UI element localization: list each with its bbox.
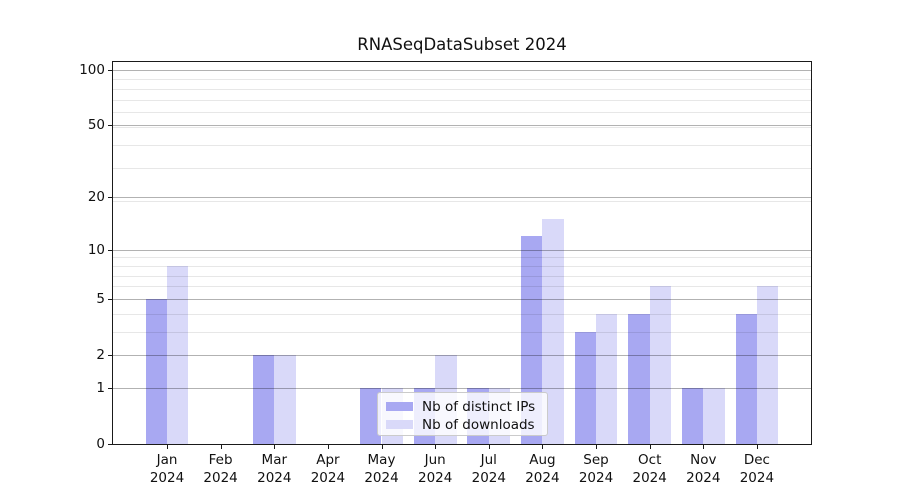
x-tick-label: Jan 2024	[135, 452, 199, 487]
bar-distinct-ips-oct	[628, 313, 650, 444]
gridline-minor	[113, 331, 811, 333]
bar-downloads-sep	[596, 313, 618, 444]
bar-distinct-ips-nov	[681, 388, 704, 444]
x-tick-label-year: 2024	[686, 469, 721, 486]
x-tick-mark	[542, 445, 544, 449]
x-tick-label-year: 2024	[418, 469, 453, 486]
gridline-major	[113, 355, 811, 357]
x-tick-label-year: 2024	[525, 469, 560, 486]
bar-distinct-ips-mar	[252, 355, 275, 444]
y-tick-mark	[108, 388, 112, 389]
x-tick-label-year: 2024	[310, 469, 346, 486]
x-tick-label: Jul 2024	[457, 452, 521, 487]
plot-area: Nb of distinct IPs Nb of downloads	[113, 62, 811, 444]
x-tick-label-year: 2024	[632, 469, 667, 486]
gridline-minor	[113, 126, 811, 128]
gridline-minor	[113, 201, 811, 203]
bar-downloads-oct	[649, 286, 672, 444]
x-tick-label: Apr 2024	[296, 452, 360, 487]
gridline-minor	[113, 275, 811, 277]
x-tick-label-year: 2024	[203, 469, 238, 486]
x-tick-label: Jun 2024	[403, 452, 467, 487]
gridline-minor	[113, 286, 811, 288]
y-tick-label: 50	[87, 117, 105, 134]
x-tick-label: Dec 2024	[725, 452, 789, 487]
x-tick-label: May 2024	[350, 452, 414, 487]
y-tick-mark	[108, 249, 112, 251]
x-tick-label: Oct 2024	[618, 452, 682, 487]
gridline-major	[113, 125, 811, 127]
x-tick-mark	[488, 445, 490, 449]
gridline-minor	[113, 112, 811, 113]
legend-swatch-icon	[386, 420, 413, 429]
legend-item-label: Nb of distinct IPs	[422, 398, 536, 415]
gridline-major	[113, 69, 811, 71]
gridline-minor	[113, 257, 811, 259]
x-tick-label: Nov 2024	[671, 452, 735, 487]
y-tick-label: 1	[96, 380, 105, 396]
gridline-major	[113, 388, 811, 389]
gridline-minor	[113, 313, 811, 315]
x-tick-label: Mar 2024	[242, 452, 306, 487]
gridline-minor	[113, 144, 811, 146]
y-tick-label: 100	[79, 61, 105, 78]
gridline-minor	[113, 266, 811, 267]
y-tick-mark	[108, 444, 112, 446]
gridline-minor	[113, 79, 811, 81]
x-tick-mark	[756, 445, 758, 449]
x-tick-mark	[167, 445, 168, 449]
chart-title: RNASeqDataSubset 2024	[357, 35, 567, 54]
y-tick-mark	[108, 298, 112, 300]
legend-swatch-icon	[386, 402, 413, 411]
y-tick-mark	[108, 355, 112, 357]
y-tick-label: 2	[96, 347, 105, 364]
gridline-minor	[113, 88, 811, 90]
bar-downloads-dec	[756, 286, 779, 444]
gridline-major	[113, 298, 811, 300]
x-tick-mark	[274, 445, 276, 449]
x-tick-label-year: 2024	[471, 469, 506, 486]
gridline-major	[113, 197, 811, 199]
gridline-major	[113, 249, 811, 251]
x-tick-mark	[703, 445, 705, 449]
x-tick-label: Sep 2024	[564, 452, 628, 487]
y-tick-label: 0	[96, 436, 105, 453]
bar-distinct-ips-sep	[574, 331, 596, 444]
y-tick-mark	[108, 125, 112, 127]
x-tick-mark	[435, 445, 437, 449]
bar-downloads-mar	[274, 355, 296, 444]
bar-distinct-ips-jan	[145, 298, 167, 444]
y-tick-label: 10	[87, 241, 105, 258]
gridline-minor	[113, 168, 811, 170]
x-tick-mark	[327, 445, 329, 449]
x-tick-label-year: 2024	[149, 469, 185, 486]
legend-item-label: Nb of downloads	[422, 416, 535, 433]
x-tick-mark	[381, 445, 383, 449]
x-tick-label: Aug 2024	[510, 452, 574, 487]
x-tick-label: Feb 2024	[189, 452, 253, 487]
bar-downloads-jan	[167, 266, 189, 444]
bar-distinct-ips-may	[360, 388, 382, 444]
x-tick-mark	[649, 445, 651, 449]
y-tick-label: 5	[96, 290, 105, 307]
y-tick-mark	[108, 69, 112, 71]
legend-item: Nb of downloads	[386, 416, 539, 433]
y-tick-label: 20	[87, 189, 105, 206]
y-tick-mark	[108, 197, 112, 199]
bar-distinct-ips-dec	[735, 313, 757, 444]
x-tick-mark	[220, 445, 222, 449]
bar-downloads-nov	[703, 388, 725, 444]
x-tick-mark	[596, 445, 597, 449]
x-tick-label-year: 2024	[739, 469, 775, 486]
x-tick-label-year: 2024	[578, 469, 614, 486]
legend: Nb of distinct IPs Nb of downloads	[377, 392, 548, 436]
x-tick-label-year: 2024	[364, 469, 399, 486]
legend-item: Nb of distinct IPs	[386, 398, 539, 415]
gridline-minor	[113, 99, 811, 101]
bar-downloads-aug	[542, 219, 564, 444]
x-tick-label-year: 2024	[257, 469, 292, 486]
